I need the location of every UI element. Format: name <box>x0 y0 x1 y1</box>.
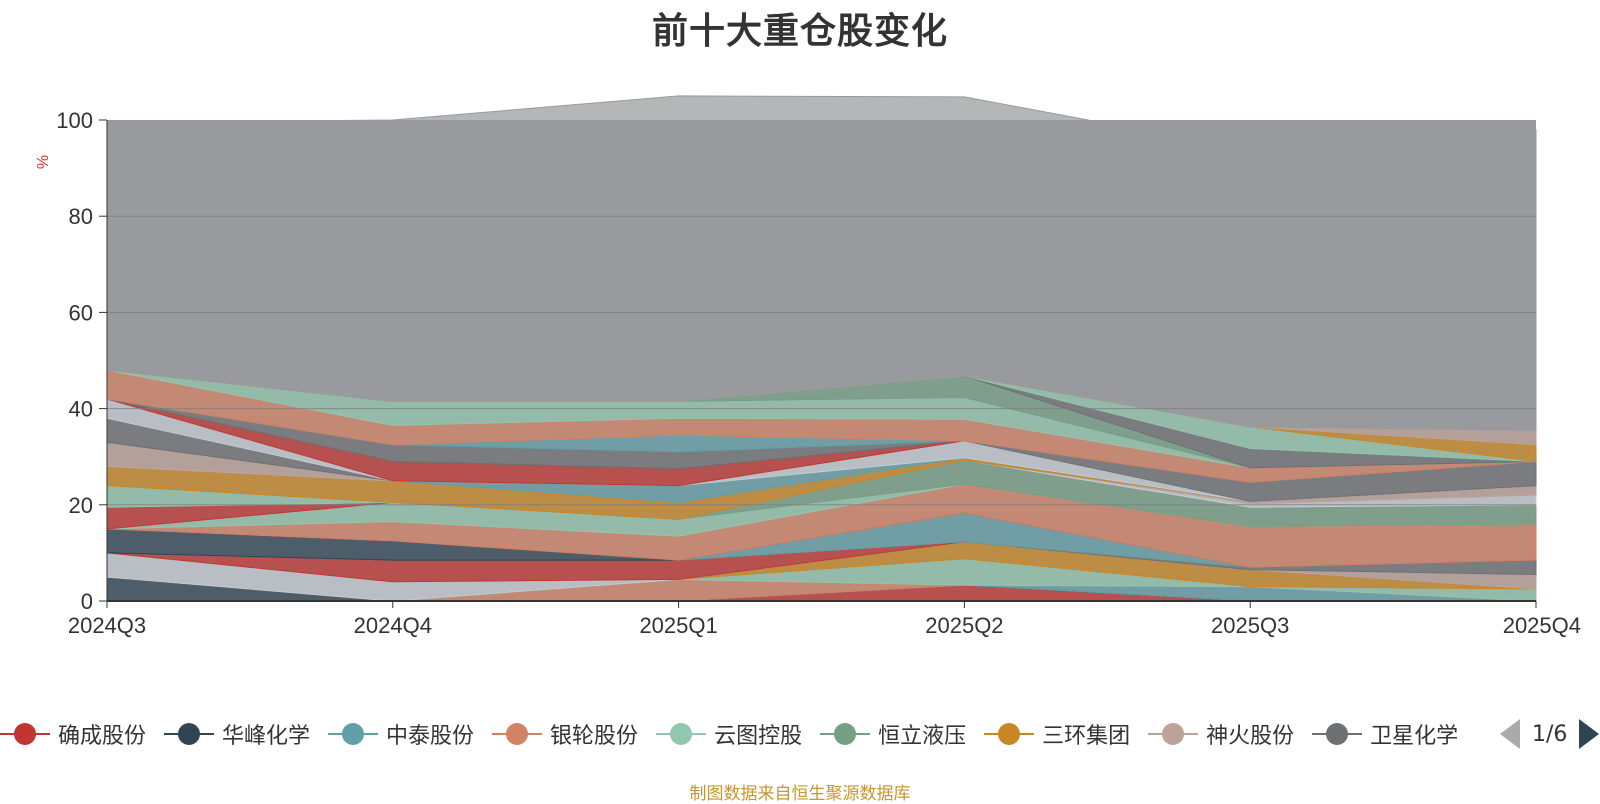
triangle-right-icon[interactable] <box>1579 719 1600 749</box>
legend-item[interactable]: 确成股份 <box>0 718 146 750</box>
legend-label: 云图控股 <box>714 724 803 749</box>
x-tick-label: 2025Q1 <box>639 613 717 638</box>
legend-item[interactable]: 恒立液压 <box>820 718 966 750</box>
legend-label: 中泰股份 <box>386 724 475 749</box>
legend-item[interactable]: 华峰化学 <box>164 718 310 750</box>
legend-marker-icon <box>0 721 50 747</box>
legend-marker-icon <box>1148 721 1199 747</box>
legend-item[interactable]: 三环集团 <box>984 718 1130 750</box>
legend-item[interactable]: 神火股份 <box>1148 718 1294 750</box>
x-tick-label: 2025Q4 <box>1503 613 1581 638</box>
legend-marker-icon <box>820 721 871 747</box>
y-tick-label: 40 <box>69 397 93 422</box>
legend-marker-icon <box>164 721 215 747</box>
legend-page-indicator: 1/6 <box>1532 721 1568 747</box>
legend-label: 神火股份 <box>1206 724 1295 749</box>
data-source-note: 制图数据来自恒生聚源数据库 <box>689 784 911 804</box>
legend-pager: 1/6 <box>1500 716 1600 752</box>
y-tick-label: 80 <box>69 204 93 229</box>
legend-marker-icon <box>656 721 707 747</box>
legend-label: 恒立液压 <box>878 724 967 749</box>
area-series-36[interactable] <box>106 95 1537 431</box>
legend-item[interactable]: 银轮股份 <box>492 718 638 750</box>
legend-marker-icon <box>328 721 379 747</box>
legend-label: 三环集团 <box>1042 724 1131 749</box>
legend-item[interactable]: 卫星化学 <box>1312 718 1458 750</box>
legend-label: 卫星化学 <box>1370 724 1459 749</box>
y-axis-unit-label: % <box>35 155 52 169</box>
legend-label: 华峰化学 <box>222 724 311 749</box>
legend-label: 确成股份 <box>58 724 147 749</box>
y-tick-label: 100 <box>56 108 93 133</box>
legend-label: 银轮股份 <box>550 724 639 749</box>
x-tick-label: 2025Q3 <box>1211 613 1289 638</box>
legend-item[interactable]: 中泰股份 <box>328 718 474 750</box>
x-tick-label: 2024Q3 <box>68 613 146 638</box>
y-tick-label: 60 <box>69 300 93 325</box>
legend-marker-icon <box>492 721 543 747</box>
legend-item[interactable]: 云图控股 <box>656 718 802 750</box>
x-tick-label: 2025Q2 <box>925 613 1003 638</box>
y-tick-label: 0 <box>81 589 93 614</box>
x-tick-label: 2024Q4 <box>354 613 432 638</box>
legend-marker-icon <box>1312 721 1363 747</box>
y-tick-label: 20 <box>69 493 93 518</box>
legend: 确成股份 华峰化学 中泰股份 银轮股份 云图控股 恒立液压 三环集团 神火股份 卫星化学 <box>0 715 1490 753</box>
chart-title: 前十大重仓股变化 <box>651 11 948 52</box>
triangle-left-icon[interactable] <box>1500 719 1520 749</box>
legend-marker-icon <box>984 721 1035 747</box>
